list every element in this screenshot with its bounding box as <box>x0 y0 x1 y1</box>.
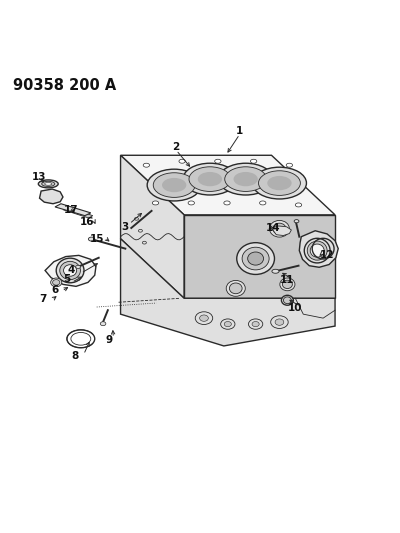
Ellipse shape <box>88 237 95 241</box>
Ellipse shape <box>280 278 295 290</box>
Ellipse shape <box>310 244 324 257</box>
Ellipse shape <box>51 278 62 287</box>
Ellipse shape <box>307 241 327 260</box>
Ellipse shape <box>248 252 264 265</box>
Text: 13: 13 <box>32 172 46 182</box>
Ellipse shape <box>234 172 258 186</box>
Ellipse shape <box>267 176 292 190</box>
Ellipse shape <box>284 297 291 304</box>
Text: 8: 8 <box>71 351 78 361</box>
Ellipse shape <box>295 203 302 207</box>
Ellipse shape <box>76 265 80 269</box>
Ellipse shape <box>152 201 159 205</box>
Text: 5: 5 <box>63 274 70 284</box>
Ellipse shape <box>56 258 84 283</box>
Ellipse shape <box>162 178 186 192</box>
Ellipse shape <box>294 220 299 223</box>
Ellipse shape <box>221 319 235 329</box>
Ellipse shape <box>226 280 245 296</box>
Ellipse shape <box>200 315 208 321</box>
Ellipse shape <box>147 169 201 201</box>
Polygon shape <box>120 155 184 298</box>
Ellipse shape <box>248 319 263 329</box>
Text: 90358 200 A: 90358 200 A <box>13 78 116 93</box>
Ellipse shape <box>282 280 292 288</box>
Text: 11: 11 <box>280 276 295 285</box>
Polygon shape <box>272 226 291 236</box>
Ellipse shape <box>134 217 138 220</box>
Ellipse shape <box>286 163 292 167</box>
Ellipse shape <box>189 167 231 191</box>
Ellipse shape <box>215 159 221 163</box>
Ellipse shape <box>273 223 286 235</box>
Text: 17: 17 <box>64 205 78 215</box>
Ellipse shape <box>64 265 77 276</box>
Text: 9: 9 <box>105 335 112 345</box>
Ellipse shape <box>270 221 289 237</box>
Ellipse shape <box>219 163 273 195</box>
Ellipse shape <box>53 280 60 285</box>
Ellipse shape <box>272 269 279 273</box>
Ellipse shape <box>260 201 266 205</box>
Polygon shape <box>55 204 91 216</box>
Ellipse shape <box>237 243 274 274</box>
Ellipse shape <box>252 321 259 327</box>
Polygon shape <box>63 207 93 218</box>
Polygon shape <box>40 189 63 204</box>
Ellipse shape <box>100 322 106 326</box>
Ellipse shape <box>198 172 222 186</box>
Ellipse shape <box>250 159 257 163</box>
Ellipse shape <box>38 180 58 188</box>
Ellipse shape <box>142 241 146 244</box>
Ellipse shape <box>143 163 150 167</box>
Ellipse shape <box>224 321 231 327</box>
Ellipse shape <box>188 201 194 205</box>
Polygon shape <box>299 231 338 267</box>
Polygon shape <box>45 255 96 286</box>
Polygon shape <box>120 155 335 215</box>
Polygon shape <box>120 239 335 346</box>
Ellipse shape <box>195 312 213 325</box>
Text: 7: 7 <box>40 294 47 304</box>
Ellipse shape <box>282 295 293 305</box>
Ellipse shape <box>153 173 195 197</box>
Text: 12: 12 <box>320 249 334 260</box>
Text: 15: 15 <box>90 235 104 245</box>
Text: 4: 4 <box>67 265 74 276</box>
Ellipse shape <box>179 159 185 163</box>
Ellipse shape <box>271 316 288 328</box>
Text: 16: 16 <box>80 217 94 227</box>
Ellipse shape <box>242 247 269 270</box>
Ellipse shape <box>183 163 237 195</box>
Ellipse shape <box>45 182 52 185</box>
Ellipse shape <box>224 201 230 205</box>
Ellipse shape <box>225 167 267 191</box>
Polygon shape <box>184 215 335 298</box>
Ellipse shape <box>275 319 284 325</box>
Ellipse shape <box>252 167 306 199</box>
Text: 1: 1 <box>236 126 243 136</box>
Ellipse shape <box>229 283 242 294</box>
Text: 6: 6 <box>51 285 59 295</box>
Ellipse shape <box>60 261 80 280</box>
Ellipse shape <box>138 229 142 232</box>
Text: 10: 10 <box>288 303 302 313</box>
Text: 14: 14 <box>266 223 281 232</box>
Ellipse shape <box>258 171 300 196</box>
Text: 2: 2 <box>172 142 180 152</box>
Text: 3: 3 <box>121 222 128 232</box>
Ellipse shape <box>42 181 55 187</box>
